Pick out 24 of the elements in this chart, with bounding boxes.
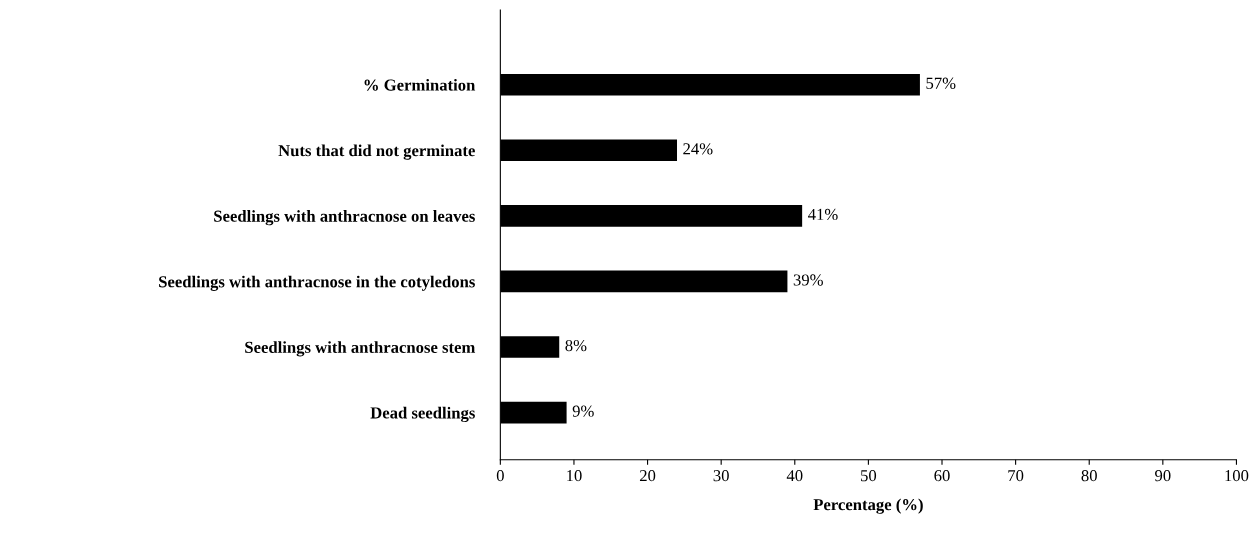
x-tick-label: 30 xyxy=(713,470,729,482)
y-tick-label: Seedlings with anthracnose stem xyxy=(245,341,476,357)
x-tick-label: 10 xyxy=(567,470,582,482)
y-tick-label: Nuts that did not germinate xyxy=(278,144,475,160)
x-tick-label: 90 xyxy=(1155,470,1171,482)
x-axis-title: Percentage (%) xyxy=(813,498,923,514)
x-tick-label: 50 xyxy=(861,470,877,482)
data-label: 39% xyxy=(793,274,823,286)
x-tick-label: 60 xyxy=(934,470,950,482)
data-label: 57% xyxy=(926,77,956,89)
data-label: 24% xyxy=(683,143,713,155)
y-tick-label: % Germination xyxy=(364,78,476,91)
y-tick-label: Seedlings with anthracnose in the cotyledons xyxy=(159,275,475,291)
x-tick-label: 0 xyxy=(496,470,504,482)
y-tick-label: Seedlings with anthracnose on leaves xyxy=(214,210,475,226)
x-tick-label: 80 xyxy=(1081,470,1097,482)
x-tick-label: 100 xyxy=(1225,470,1249,482)
x-tick-label: 40 xyxy=(786,470,803,482)
x-tick-label: 20 xyxy=(639,470,656,482)
data-label: 41% xyxy=(808,208,838,221)
y-tick-label: Dead seedlings xyxy=(370,406,475,423)
data-label: 9% xyxy=(572,405,594,417)
x-tick-label: 70 xyxy=(1008,470,1024,482)
data-label: 8% xyxy=(565,339,587,352)
